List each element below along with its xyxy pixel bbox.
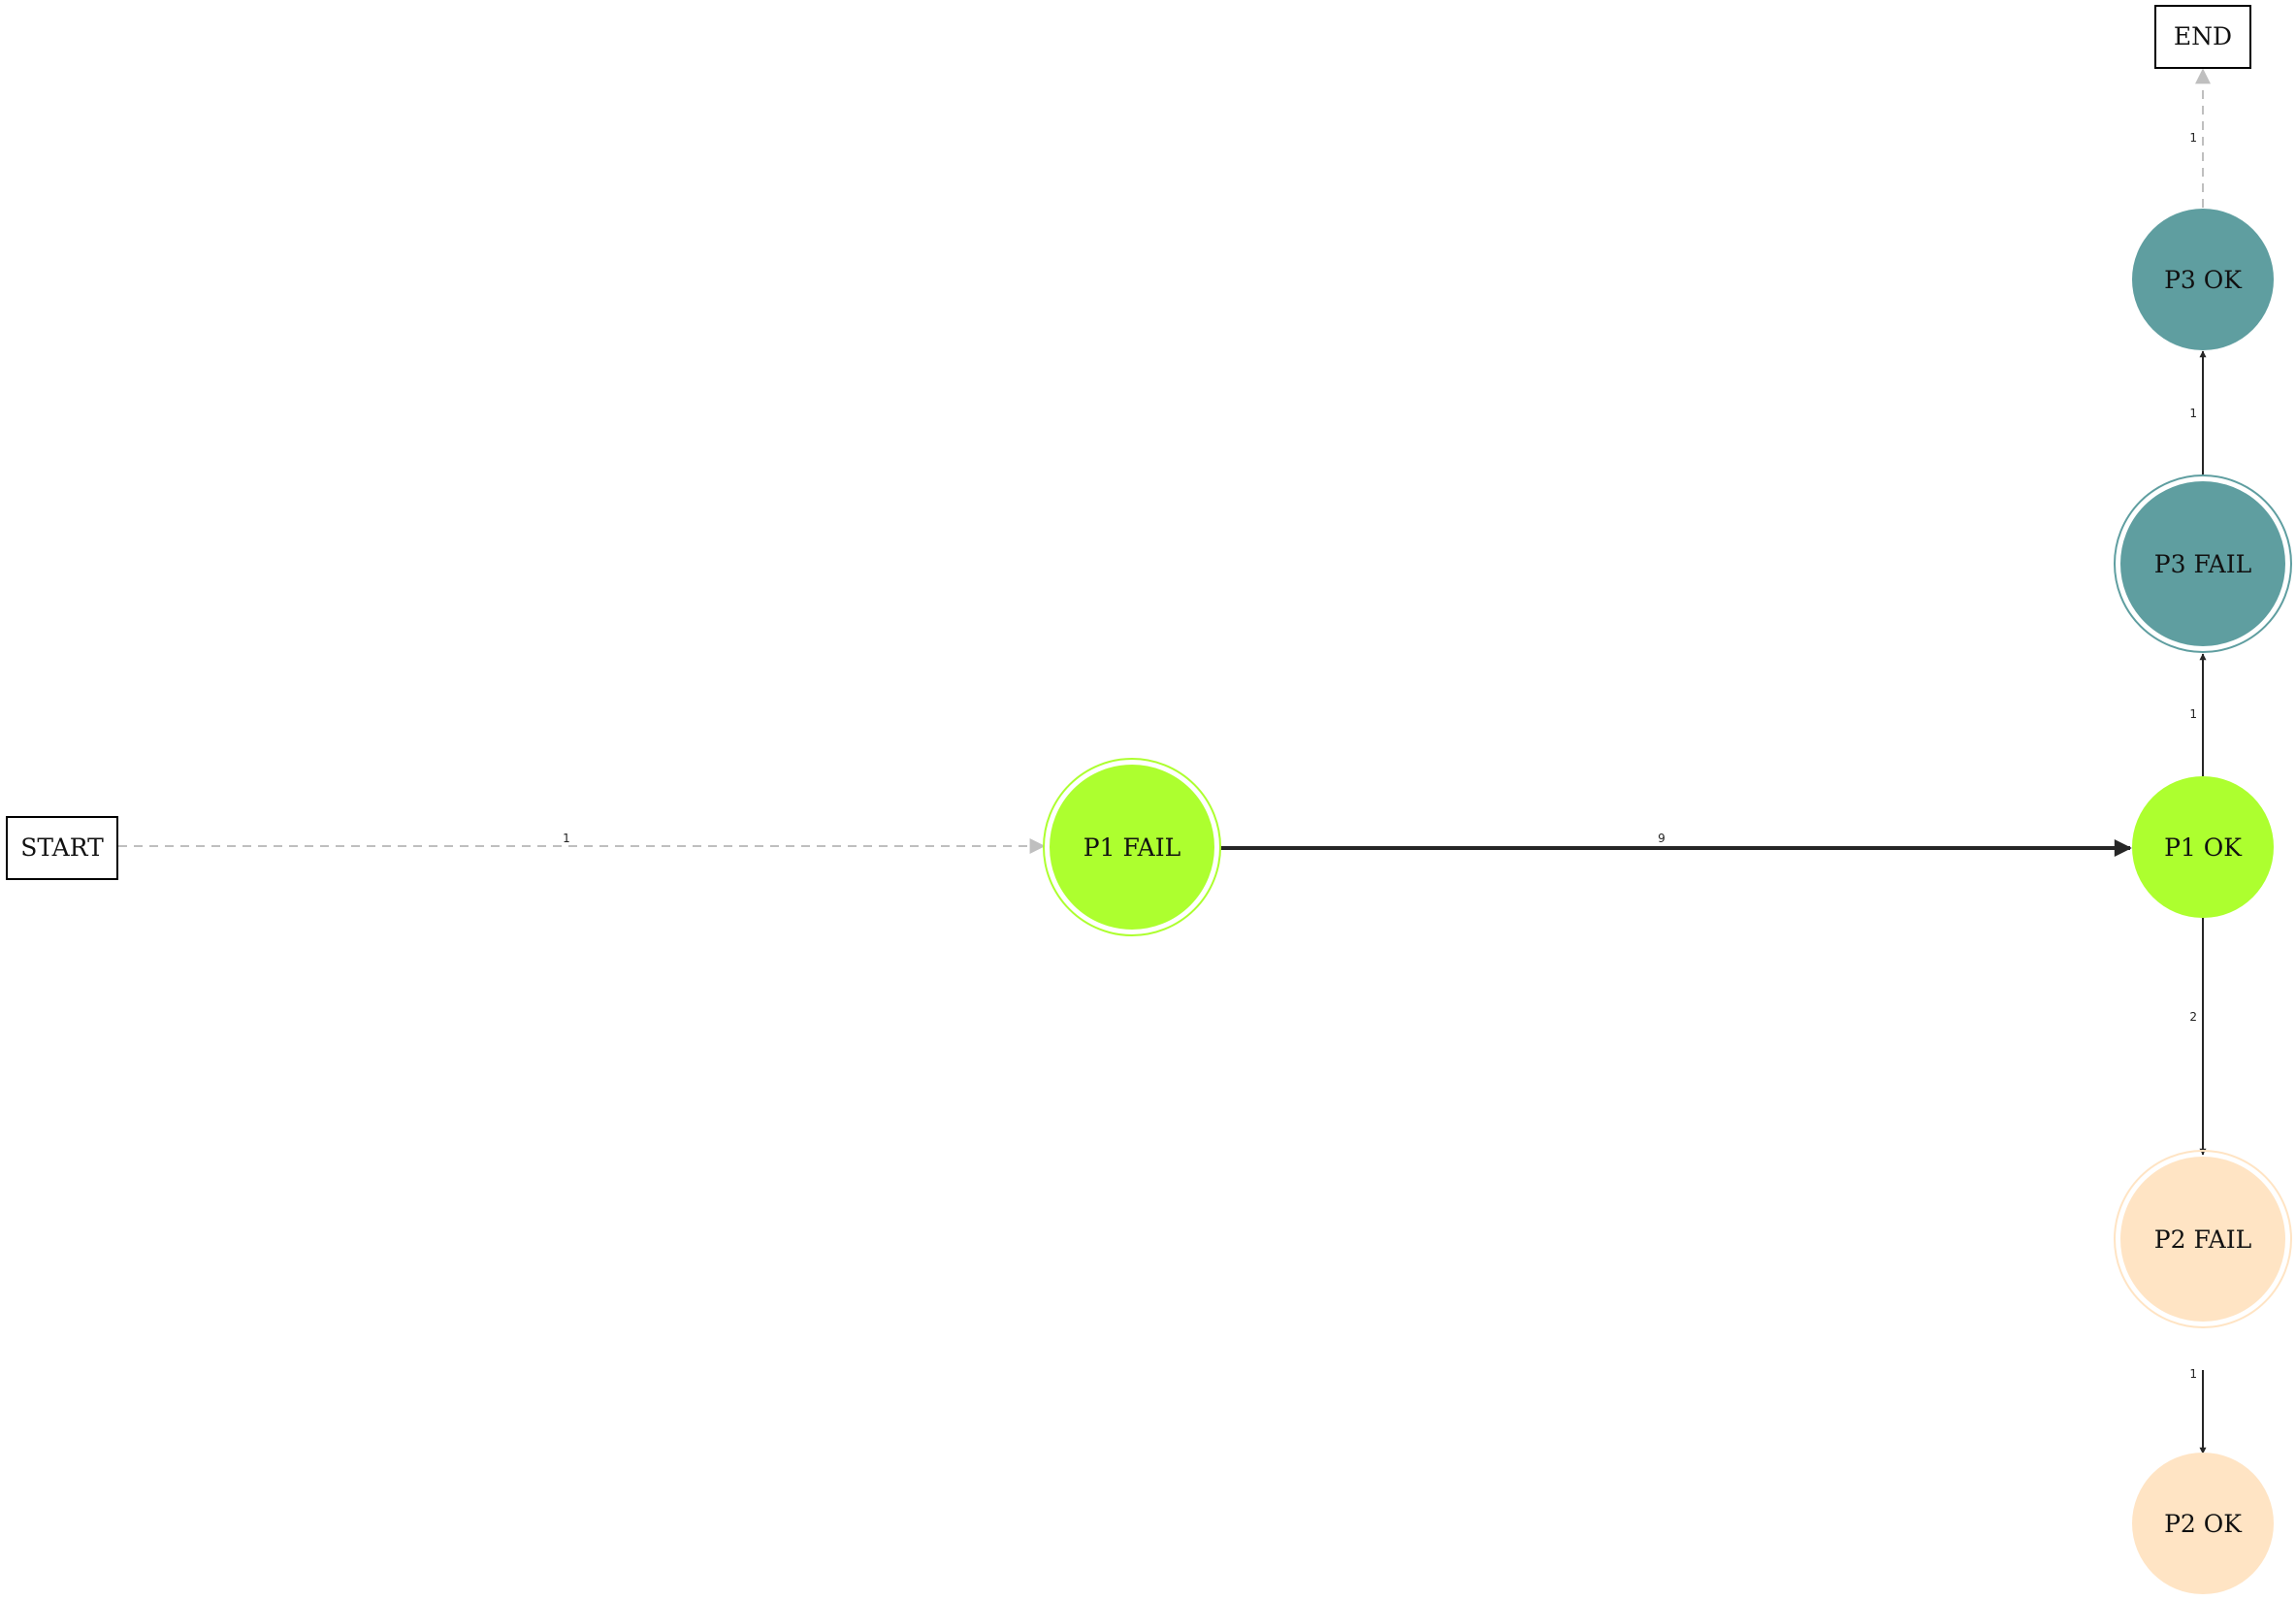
node-p1-ok[interactable]: P1 OK: [2132, 776, 2274, 918]
edge-label-p1-ok-to-p3-fail: 1: [2189, 707, 2197, 721]
node-p3-ok-label: P3 OK: [2164, 266, 2243, 294]
edge-label-p2-fail-to-p2-ok: 1: [2189, 1367, 2197, 1381]
node-p1-fail-label: P1 FAIL: [1083, 833, 1180, 862]
node-p2-fail-outer-ring: [2114, 1150, 2292, 1328]
node-p1-fail-circle: [1050, 765, 1214, 930]
edge-label-p3-ok-to-end: 1: [2189, 131, 2197, 145]
node-start-label: START: [20, 833, 104, 862]
edge-label-start-to-p1-fail: 1: [563, 832, 570, 845]
edge-label-p1-fail-to-p1-ok: 9: [1658, 832, 1665, 845]
node-p1-ok-label: P1 OK: [2164, 833, 2243, 862]
node-start-box: [6, 816, 118, 880]
node-p2-ok-label: P2 OK: [2164, 1510, 2243, 1538]
node-p2-ok[interactable]: P2 OK: [2132, 1453, 2274, 1594]
node-p2-fail-label: P2 FAIL: [2154, 1225, 2251, 1254]
node-p2-fail-circle: [2120, 1157, 2285, 1322]
node-p1-fail[interactable]: P1 FAIL: [1043, 758, 1221, 936]
node-start[interactable]: START: [6, 816, 118, 880]
node-end-label: END: [2174, 22, 2232, 50]
node-end-box: [2154, 5, 2251, 69]
node-p3-fail-circle: [2120, 481, 2285, 646]
edges: 1 9 1 1 1 2 1: [118, 68, 2211, 1454]
node-p3-fail-outer-ring: [2114, 474, 2292, 653]
node-p1-fail-outer-ring: [1043, 758, 1221, 936]
node-p3-ok-circle: [2132, 209, 2274, 350]
node-p1-ok-circle: [2132, 776, 2274, 918]
edge-label-p3-fail-to-p3-ok: 1: [2189, 407, 2197, 420]
nodes: START END P1 FAIL P1 OK P3 FAIL P3 OK: [6, 5, 2292, 1594]
node-p3-fail[interactable]: P3 FAIL: [2114, 474, 2292, 653]
node-p2-fail[interactable]: P2 FAIL: [2114, 1150, 2292, 1328]
node-p2-ok-circle: [2132, 1453, 2274, 1594]
edge-label-p1-ok-to-p2-fail: 2: [2189, 1010, 2197, 1024]
node-p3-fail-label: P3 FAIL: [2154, 550, 2251, 578]
node-p3-ok[interactable]: P3 OK: [2132, 209, 2274, 350]
node-end[interactable]: END: [2154, 5, 2251, 69]
